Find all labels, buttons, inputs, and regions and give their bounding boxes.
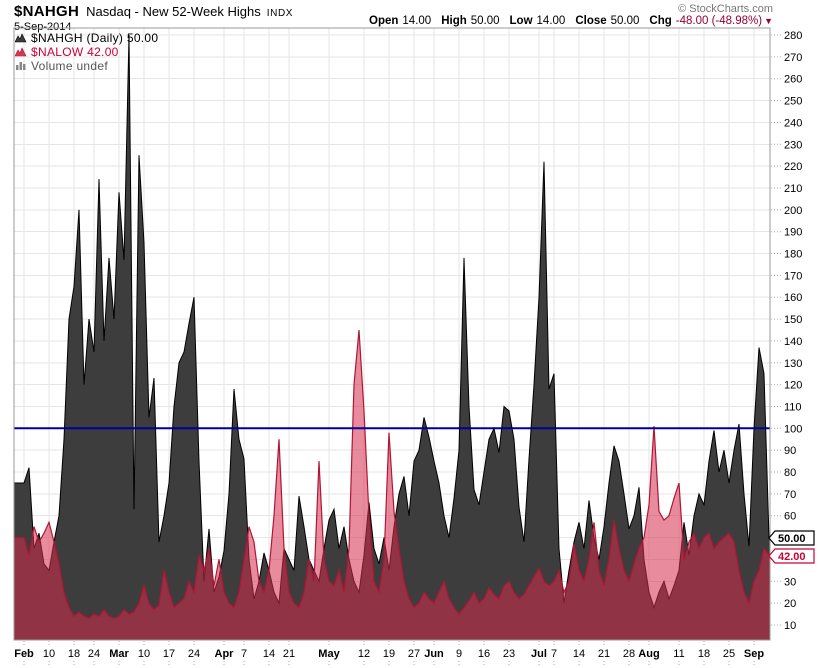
svg-text:180: 180: [784, 249, 802, 261]
svg-text:270: 270: [784, 52, 802, 64]
svg-text:Jun: Jun: [424, 648, 444, 660]
quote-high: High 50.00: [441, 15, 499, 27]
svg-text:100: 100: [784, 423, 802, 435]
svg-text:220: 220: [784, 161, 802, 173]
svg-text:60: 60: [784, 511, 796, 523]
chart-legend: $NAHGH (Daily) 50.00 $NALOW 42.00 Volume…: [15, 31, 158, 73]
quote-low: Low 14.00: [510, 15, 566, 27]
legend-nalow-label: $NALOW 42.00: [31, 44, 119, 59]
ohlc-quote-row: Open 14.00 High 50.00 Low 14.00 Close 50.00 …: [369, 15, 773, 27]
svg-text:18: 18: [68, 648, 80, 660]
svg-text:14: 14: [573, 648, 585, 660]
svg-text:120: 120: [784, 380, 802, 392]
svg-text:110: 110: [784, 402, 802, 414]
svg-text:17: 17: [163, 648, 175, 660]
svg-text:10: 10: [138, 648, 150, 660]
open-label: Open: [369, 15, 399, 27]
svg-text:10: 10: [784, 620, 796, 632]
price-tag-nalow-value: 42.00: [778, 551, 806, 563]
svg-text:10: 10: [43, 648, 55, 660]
legend-nahgh-label: $NAHGH (Daily) 50.00: [31, 30, 159, 45]
svg-text:16: 16: [478, 648, 490, 660]
svg-text:21: 21: [598, 648, 610, 660]
svg-text:80: 80: [784, 467, 796, 479]
svg-text:11: 11: [673, 648, 684, 660]
svg-text:140: 140: [784, 336, 802, 348]
svg-text:Apr: Apr: [215, 648, 235, 660]
close-label: Close: [575, 15, 607, 27]
svg-text:May: May: [318, 648, 340, 660]
quote-close: Close 50.00: [575, 15, 639, 27]
quote-change: Chg -48.00 (-48.98%) ▼: [649, 15, 773, 27]
price-tag-nalow: 42.00: [768, 548, 815, 564]
area-chart-icon-dark: [15, 32, 27, 43]
svg-text:Mar: Mar: [109, 648, 129, 660]
volume-bars-icon: [15, 61, 27, 71]
high-label: High: [441, 15, 467, 27]
svg-text:14: 14: [263, 648, 275, 660]
legend-item-volume: Volume undef: [15, 58, 158, 73]
nalow-area: [14, 329, 770, 640]
plot-border: [13, 27, 771, 641]
legend-item-nahgh: $NAHGH (Daily) 50.00: [15, 30, 159, 45]
svg-text:210: 210: [784, 183, 802, 195]
down-triangle-icon: ▼: [764, 16, 773, 26]
svg-text:23: 23: [503, 648, 515, 660]
svg-text:21: 21: [283, 648, 295, 660]
chg-label: Chg: [649, 15, 672, 27]
svg-text:250: 250: [784, 96, 802, 108]
high-value: 50.00: [470, 15, 500, 27]
chart-title: Nasdaq - New 52-Week Highs: [86, 4, 261, 19]
quote-open: Open 14.00: [369, 15, 431, 27]
chg-value: -48.00 (-48.98%): [675, 15, 763, 27]
legend-volume-label: Volume undef: [31, 58, 108, 73]
price-tag-nahgh: 50.00: [768, 530, 815, 546]
legend-item-nalow: $NALOW 42.00: [15, 44, 158, 59]
svg-text:27: 27: [408, 648, 420, 660]
svg-text:25: 25: [723, 648, 735, 660]
close-value: 50.00: [610, 15, 640, 27]
svg-text:18: 18: [698, 648, 710, 660]
low-label: Low: [509, 15, 533, 27]
svg-text:Feb: Feb: [14, 648, 34, 660]
svg-text:230: 230: [784, 139, 802, 151]
svg-text:12: 12: [358, 648, 370, 660]
svg-text:150: 150: [784, 314, 802, 326]
svg-text:19: 19: [383, 648, 395, 660]
svg-text:9: 9: [456, 648, 462, 660]
price-tag-nahgh-value: 50.00: [778, 533, 806, 545]
svg-text:170: 170: [784, 270, 802, 282]
chart-date: 5-Sep-2014: [14, 21, 72, 33]
svg-text:240: 240: [784, 117, 802, 129]
svg-text:Jul: Jul: [531, 648, 547, 660]
svg-text:280: 280: [784, 30, 802, 42]
exchange-label: INDX: [266, 8, 294, 19]
area-chart-icon-red: [15, 46, 27, 57]
svg-text:7: 7: [551, 648, 557, 660]
svg-text:20: 20: [784, 598, 796, 610]
svg-text:70: 70: [784, 489, 796, 501]
svg-text:130: 130: [784, 358, 802, 370]
svg-text:30: 30: [784, 576, 796, 588]
svg-text:24: 24: [188, 648, 200, 660]
svg-text:260: 260: [784, 74, 802, 86]
x-axis-labels: Feb 10 18 24 Mar 10 17 24 Apr 7 14 21 May 12 19 27 Jun 9 1…: [14, 641, 764, 666]
symbol-ticker: $NAHGH: [14, 3, 80, 20]
chart-header: $NAHGH Nasdaq - New 52-Week Highs INDX: [14, 3, 293, 21]
svg-text:7: 7: [241, 648, 247, 660]
svg-text:Sep: Sep: [744, 648, 764, 660]
low-value: 14.00: [536, 15, 566, 27]
svg-text:190: 190: [784, 227, 802, 239]
svg-text:24: 24: [88, 648, 100, 660]
svg-text:Aug: Aug: [638, 648, 659, 660]
svg-text:28: 28: [623, 648, 635, 660]
copyright-watermark: © StockCharts.com: [678, 3, 773, 15]
svg-text:200: 200: [784, 205, 802, 217]
svg-text:90: 90: [784, 445, 796, 457]
open-value: 14.00: [402, 15, 432, 27]
svg-text:160: 160: [784, 292, 802, 304]
